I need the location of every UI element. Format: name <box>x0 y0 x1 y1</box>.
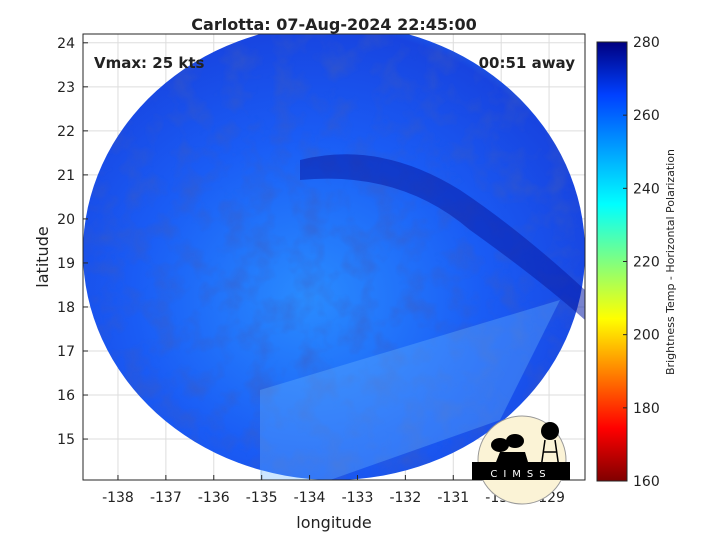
colorbar-tick-label: 240 <box>633 181 660 197</box>
plot-frame <box>82 33 586 481</box>
colorbar-tick-label: 280 <box>633 35 660 51</box>
away-annotation: 00:51 away <box>479 54 576 72</box>
cold-band <box>300 154 585 320</box>
y-tick-label: 22 <box>57 124 75 140</box>
x-tick-label: -137 <box>150 490 182 506</box>
cimss-logo: CIMSS <box>472 415 570 505</box>
colorbar-tick-label: 180 <box>633 401 660 417</box>
colorbar-tick-label: 200 <box>633 328 660 344</box>
y-tick-label: 16 <box>57 388 75 404</box>
colorbar-label: Brightness Temp - Horizontal Polarizatio… <box>664 149 677 375</box>
x-tick-label: -133 <box>342 490 374 506</box>
x-tick-label: -135 <box>246 490 278 506</box>
y-tick-label: 20 <box>57 212 75 228</box>
x-tick-label: -136 <box>198 490 230 506</box>
colorbar-tick-label: 260 <box>633 108 660 124</box>
x-tick-label: -134 <box>294 490 326 506</box>
swath <box>83 34 585 480</box>
colorbar <box>596 41 628 482</box>
y-axis-label: latitude <box>33 226 52 287</box>
y-tick-label: 24 <box>57 36 75 52</box>
y-tick-label: 15 <box>57 432 75 448</box>
warm-region <box>260 300 560 480</box>
colorbar-tick-label: 220 <box>633 255 660 271</box>
chart-title: Carlotta: 07-Aug-2024 22:45:00 <box>191 15 476 34</box>
x-axis-label: longitude <box>296 513 371 532</box>
colorbar-tick-label: 160 <box>633 474 660 490</box>
x-tick-label: -132 <box>389 490 421 506</box>
x-tick-label: -131 <box>437 490 469 506</box>
y-tick-label: 19 <box>57 256 75 272</box>
y-tick-label: 21 <box>57 168 75 184</box>
vmax-annotation: Vmax: 25 kts <box>94 54 204 72</box>
y-tick-label: 23 <box>57 80 75 96</box>
x-tick-label: -138 <box>102 490 134 506</box>
logo-text: CIMSS <box>490 469 551 480</box>
y-axis: 15 16 17 18 19 20 21 22 23 24 <box>57 36 88 448</box>
colorbar-ticks: 160 180 200 220 240 260 280 <box>623 35 660 490</box>
y-tick-label: 18 <box>57 300 75 316</box>
y-tick-label: 17 <box>57 344 75 360</box>
swath-texture <box>83 34 585 480</box>
